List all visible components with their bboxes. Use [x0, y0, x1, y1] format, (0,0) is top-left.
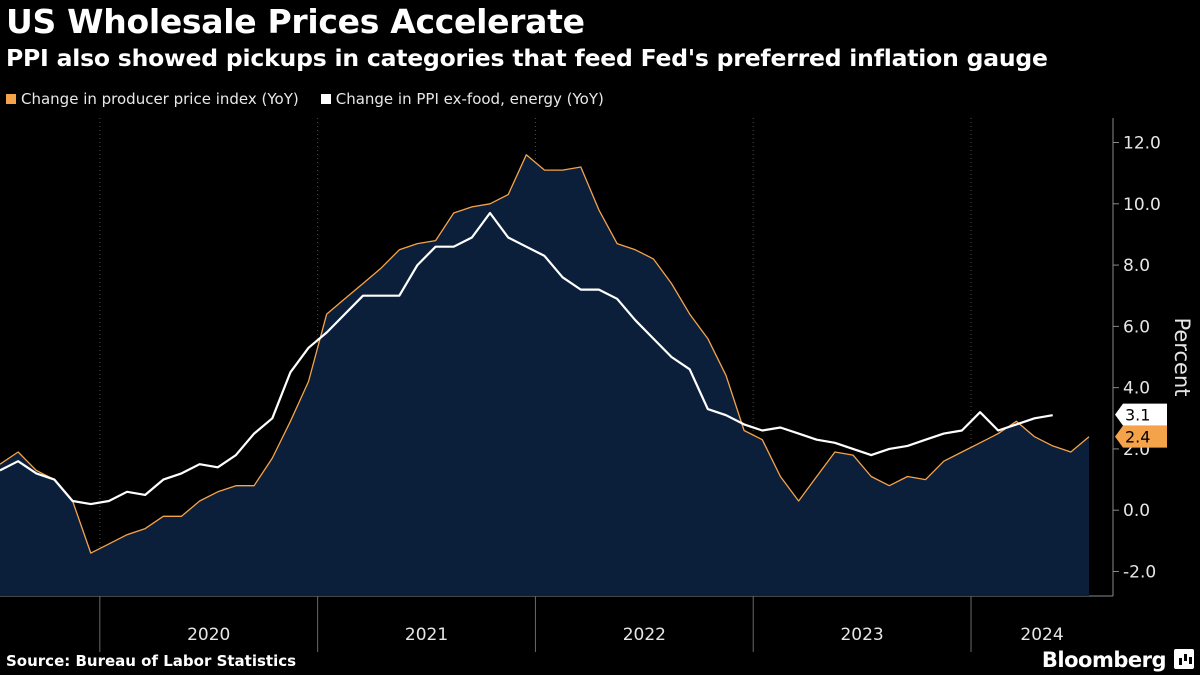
end-tag-core: 3.1 — [1115, 403, 1167, 426]
legend-item-ppi: Change in producer price index (YoY) — [6, 90, 299, 108]
y-tick-label: -2.0 — [1123, 562, 1156, 582]
end-tag-box — [1115, 403, 1167, 426]
x-year-label: 2024 — [1020, 625, 1063, 645]
y-tick-label: 8.0 — [1123, 256, 1150, 276]
x-year-label: 2023 — [840, 625, 883, 645]
chart-title: US Wholesale Prices Accelerate — [6, 2, 585, 41]
x-year-label: 2020 — [187, 625, 230, 645]
line-ppi — [0, 154, 1090, 554]
y-tick-label: 10.0 — [1123, 195, 1161, 215]
x-year-label: 2021 — [405, 625, 448, 645]
bloomberg-chart-icon — [1174, 649, 1194, 669]
y-tick-label: 6.0 — [1123, 317, 1150, 337]
bloomberg-logo: Bloomberg — [1041, 648, 1167, 672]
y-tick-label: 12.0 — [1123, 134, 1161, 154]
source-note: Source: Bureau of Labor Statistics — [6, 652, 297, 670]
end-tag-label: 3.1 — [1125, 406, 1150, 425]
legend-swatch-core — [320, 94, 331, 104]
y-tick-label: 0.0 — [1123, 501, 1150, 521]
chart-subtitle: PPI also showed pickups in categories th… — [6, 44, 1048, 72]
y-axis-title: Percent — [1170, 317, 1194, 396]
legend-item-core: Change in PPI ex-food, energy (YoY) — [320, 90, 604, 108]
x-year-label: 2022 — [623, 625, 666, 645]
legend-label-ppi: Change in producer price index (YoY) — [21, 90, 299, 108]
line-core — [0, 211, 1053, 506]
legend-swatch-ppi — [6, 94, 16, 104]
end-tag-ppi: 2.4 — [1115, 425, 1167, 448]
y-tick-label: 4.0 — [1123, 379, 1150, 399]
area-ppi — [0, 154, 1089, 596]
end-tag-box — [1115, 425, 1167, 448]
legend: Change in producer price index (YoY) Cha… — [6, 90, 604, 108]
legend-label-core: Change in PPI ex-food, energy (YoY) — [335, 90, 604, 108]
end-tag-label: 2.4 — [1125, 428, 1150, 447]
